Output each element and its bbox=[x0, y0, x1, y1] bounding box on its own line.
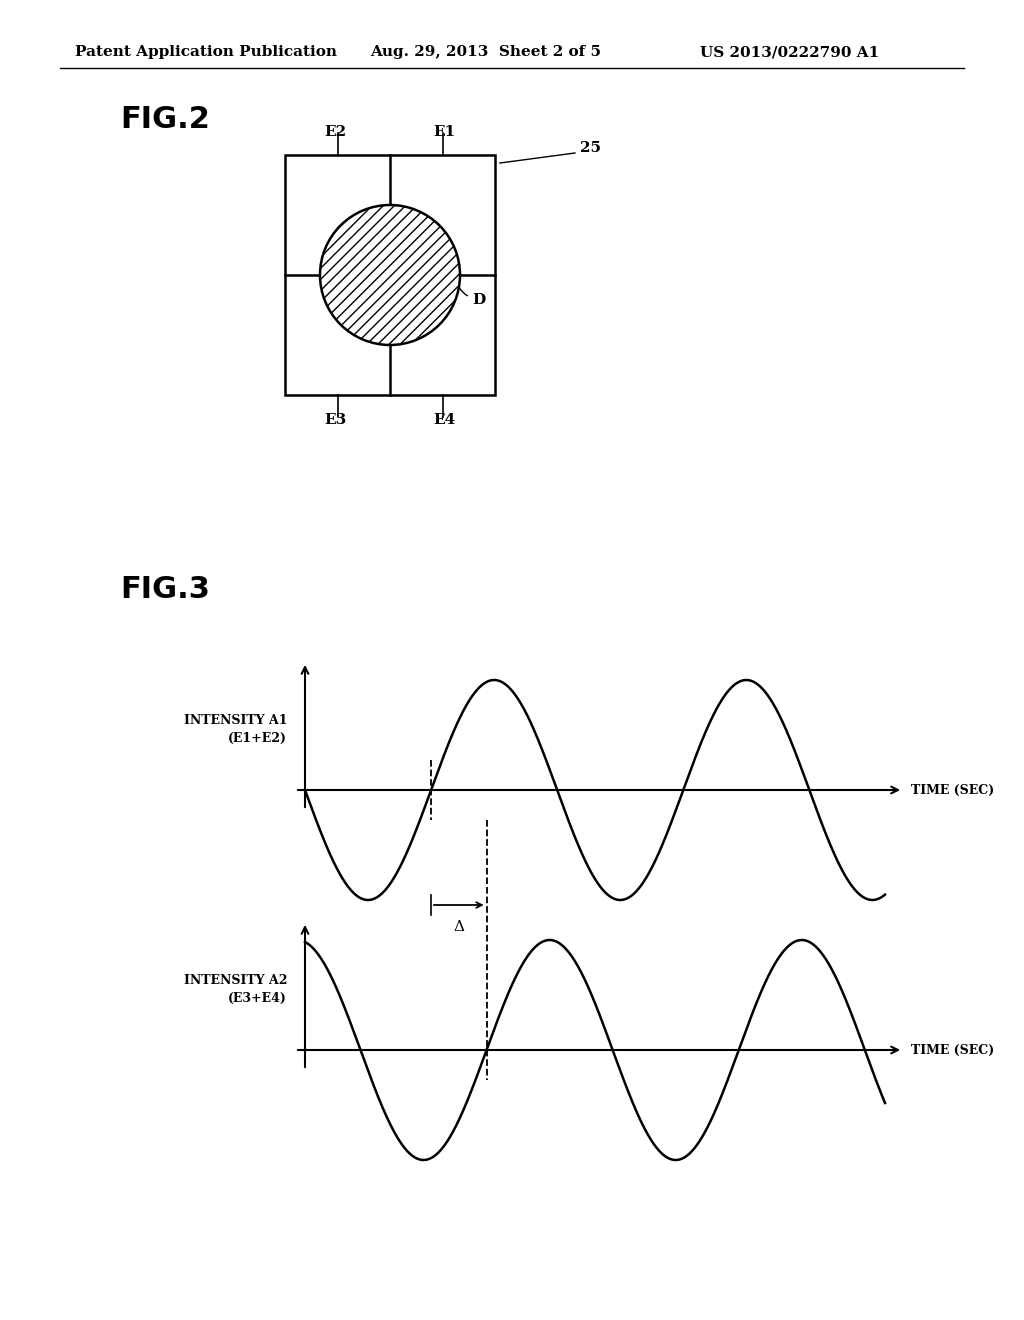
Text: E3: E3 bbox=[325, 413, 347, 426]
Text: TIME (SEC): TIME (SEC) bbox=[911, 1044, 994, 1056]
Ellipse shape bbox=[319, 205, 460, 345]
Text: Δ: Δ bbox=[454, 920, 464, 935]
Text: 25: 25 bbox=[580, 141, 601, 154]
Text: E4: E4 bbox=[433, 413, 456, 426]
Text: E1: E1 bbox=[433, 125, 456, 139]
Text: D: D bbox=[472, 293, 485, 308]
Text: TIME (SEC): TIME (SEC) bbox=[911, 784, 994, 796]
Text: INTENSITY A1
(E1+E2): INTENSITY A1 (E1+E2) bbox=[183, 714, 287, 744]
Text: US 2013/0222790 A1: US 2013/0222790 A1 bbox=[700, 45, 880, 59]
Text: E2: E2 bbox=[325, 125, 346, 139]
Text: FIG.3: FIG.3 bbox=[120, 576, 210, 605]
Text: Aug. 29, 2013  Sheet 2 of 5: Aug. 29, 2013 Sheet 2 of 5 bbox=[370, 45, 601, 59]
Text: FIG.2: FIG.2 bbox=[120, 106, 210, 135]
Text: Patent Application Publication: Patent Application Publication bbox=[75, 45, 337, 59]
Text: INTENSITY A2
(E3+E4): INTENSITY A2 (E3+E4) bbox=[183, 974, 287, 1005]
